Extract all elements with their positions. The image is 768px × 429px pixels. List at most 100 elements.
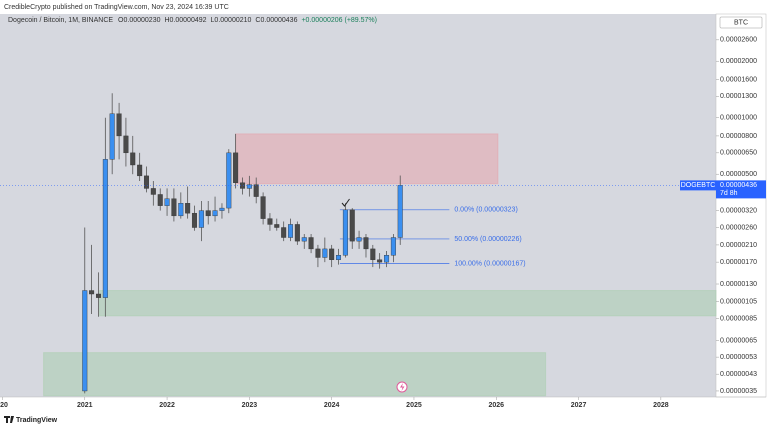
zone [99,290,717,317]
candle-body [322,248,328,258]
candle-body [89,290,95,295]
zone [235,133,499,185]
candle-body [308,237,314,250]
last-price-box [716,180,766,199]
candle-body [267,218,273,225]
candle-body [315,248,321,258]
candle-body [82,290,88,392]
x-tick-label: 2026 [488,402,504,409]
candle-body [191,212,197,228]
candle-body [390,237,396,256]
candle-body [349,209,355,242]
symbol-tag [680,180,716,191]
x-tick-label: 2022 [159,402,175,409]
y-tick-label: 0.00000260 [720,224,757,231]
candle-body [397,185,403,238]
candle-body [102,159,108,298]
fib-label: 100.00% (0.00000167) [454,260,525,267]
candle-body [377,259,383,263]
x-tick-label: 2024 [324,402,340,409]
countdown: 7d 8h [720,190,738,197]
candle-body [288,224,294,238]
legend-row: Dogecoin / Bitcoin, 1M, BINANCE O0.00000… [8,17,377,24]
ohlc-label: L0.00000210 [211,17,252,24]
candle-body [171,198,177,217]
x-tick-label: 20 [0,402,8,409]
candle-body [185,203,191,214]
candle-body [116,113,122,137]
candle-body [335,255,341,260]
candle-body [363,237,369,250]
candle-body [274,224,280,228]
y-tick-label: 0.00000035 [720,388,757,395]
candle-body [143,175,149,189]
candle-body [329,248,335,260]
candle-body [109,113,115,160]
event-bolt [400,383,405,391]
price-axis [715,13,767,398]
y-tick-label: 0.00000053 [720,354,757,361]
candle-body [178,203,184,217]
candle-body [198,210,204,228]
y-tick-label: 0.00002000 [720,58,757,65]
x-tick-label: 2021 [77,402,93,409]
candle-body [370,248,376,260]
ohlc-label: C0.00000436 [255,17,297,24]
ohlc-label: O0.00000230 [118,17,161,24]
last-price-label: 0.00000436 [720,182,757,189]
candle-body [260,196,266,219]
candle-body [356,237,362,242]
fib-label: 50.00% (0.00000226) [454,236,521,243]
footer-brand: TradingView [16,417,58,424]
candle-body [301,237,307,242]
symbol-label: DOGEBTC [681,182,716,189]
y-tick-label: 0.00001000 [720,115,757,122]
currency: BTC [734,19,748,26]
y-tick-label: 0.00001300 [720,93,757,100]
candle-body [205,210,211,217]
candle-body [96,293,102,298]
candle-body [226,152,232,209]
y-tick-label: 0.00001600 [720,76,757,83]
plot-background [0,14,716,397]
y-tick-label: 0.00000320 [720,207,757,214]
x-tick-label: 2023 [242,402,258,409]
zone [43,352,547,397]
x-tick-label: 2027 [571,402,587,409]
candle-body [130,152,136,166]
y-tick-label: 0.00000210 [720,242,757,249]
y-tick-label: 0.00000500 [720,171,757,178]
chart-title: Dogecoin / Bitcoin, 1M, BINANCE [8,17,113,24]
y-tick-label: 0.00000085 [720,315,757,322]
candle-body [246,184,252,189]
candle-body [137,164,143,177]
y-tick-label: 0.00000170 [720,259,757,266]
y-tick-label: 0.00000130 [720,281,757,288]
candle-body [150,188,156,195]
candle-body [164,198,170,206]
ohlc-label: +0.00000206 (+89.57%) [301,17,377,24]
ohlc-label: H0.00000492 [164,17,206,24]
y-tick-label: 0.00000065 [720,337,757,344]
candle-body [157,194,163,206]
candle-body [212,210,218,217]
candle-body [342,209,348,256]
y-tick-label: 0.00000105 [720,298,757,305]
currency-box[interactable] [719,16,763,29]
y-tick-label: 0.00000043 [720,371,757,378]
plot-area: 0.00% (0.00000323) 50.00% (0.00000226) 100… [0,93,717,397]
candle-body [233,152,239,184]
x-tick-label: 2025 [406,402,422,409]
candle-body [253,184,259,197]
fib-label: 0.00% (0.00000323) [454,207,517,214]
publisher: CredibleCrypto published on TradingView.… [4,4,229,11]
candle-body [219,207,225,211]
y-tick-label: 0.00002600 [720,37,757,44]
candle-body [123,135,129,154]
check-icon [341,198,350,207]
y-tick-label: 0.00000650 [720,150,757,157]
logo-mark [4,416,14,423]
y-tick-label: 0.00000800 [720,133,757,140]
